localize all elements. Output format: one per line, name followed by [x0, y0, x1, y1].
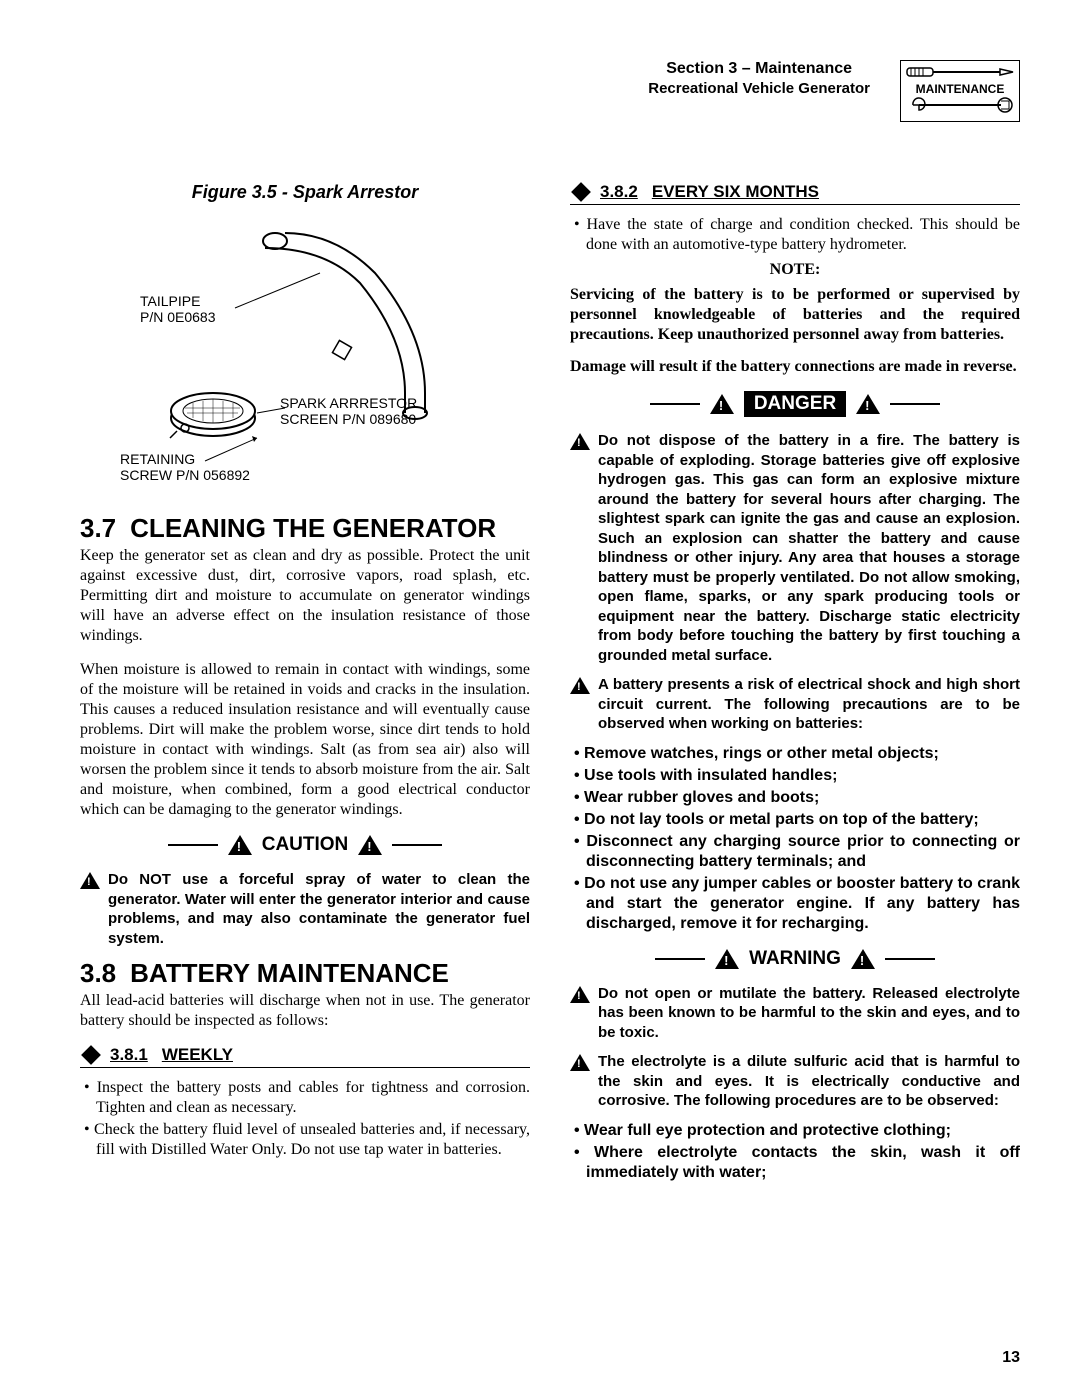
right-column: 3.8.2 EVERY SIX MONTHS Have the state of…	[570, 182, 1020, 1185]
warning-label: WARNING	[749, 948, 841, 970]
label-tailpipe: TAILPIPE P/N 0E0683	[140, 293, 216, 325]
label-retaining-screw: RETAINING SCREW P/N 056892	[120, 451, 250, 483]
warning-para-1: Do not open or mutilate the battery. Rel…	[570, 984, 1020, 1043]
warning-para-2: The electrolyte is a dilute sulfuric aci…	[570, 1052, 1020, 1111]
heading-3-7: 3.7 CLEANING THE GENERATOR	[80, 513, 530, 544]
heading-title: CLEANING THE GENERATOR	[130, 513, 496, 543]
label-spark-arrestor: SPARK ARRRESTOR SCREEN P/N 089680	[280, 395, 417, 427]
subsec-title: EVERY SIX MONTHS	[652, 182, 819, 202]
figure-caption: Figure 3.5 - Spark Arrestor	[80, 182, 530, 203]
alert-rule	[655, 958, 705, 960]
warning-triangle-icon	[80, 872, 100, 889]
subsec-title: WEEKLY	[162, 1045, 233, 1065]
subsec-num: 3.8.2	[600, 182, 638, 202]
list-item: Inspect the battery posts and cables for…	[80, 1078, 530, 1118]
danger-label: DANGER	[744, 391, 846, 417]
subheading-3-8-1: 3.8.1 WEEKLY	[80, 1045, 530, 1068]
warning-text-2: The electrolyte is a dilute sulfuric aci…	[598, 1052, 1020, 1111]
list-item: Do not use any jumper cables or booster …	[570, 874, 1020, 934]
list-item: Use tools with insulated handles;	[570, 766, 1020, 786]
header-titles: Section 3 – Maintenance Recreational Veh…	[648, 60, 870, 97]
warning-triangle-icon	[710, 394, 734, 414]
subsec-num: 3.8.1	[110, 1045, 148, 1065]
warning-triangle-icon	[358, 835, 382, 855]
list-item: Wear rubber gloves and boots;	[570, 788, 1020, 808]
maintenance-label: MAINTENANCE	[905, 82, 1015, 96]
list-item: Check the battery fluid level of unseale…	[80, 1120, 530, 1160]
danger-text-2: A battery presents a risk of electrical …	[598, 675, 1020, 734]
list-item: Remove watches, rings or other metal obj…	[570, 744, 1020, 764]
subheading-3-8-2: 3.8.2 EVERY SIX MONTHS	[570, 182, 1020, 205]
left-column: Figure 3.5 - Spark Arrestor	[80, 182, 530, 1185]
list-item: Wear full eye protection and protective …	[570, 1121, 1020, 1141]
warning-triangle-icon	[570, 986, 590, 1003]
list-item: Disconnect any charging source prior to …	[570, 832, 1020, 872]
screwdriver-icon	[905, 65, 1015, 79]
danger-bullet-list: Remove watches, rings or other metal obj…	[570, 744, 1020, 934]
note-para-2: Damage will result if the battery connec…	[570, 357, 1020, 377]
caution-label: CAUTION	[262, 834, 349, 856]
warning-triangle-icon	[570, 1054, 590, 1071]
content-columns: Figure 3.5 - Spark Arrestor	[80, 182, 1020, 1185]
section-label: Section 3 – Maintenance	[648, 60, 870, 78]
list-item: Have the state of charge and condition c…	[570, 215, 1020, 255]
warning-triangle-icon	[570, 677, 590, 694]
heading-num: 3.7	[80, 513, 116, 543]
para-3-8-intro: All lead-acid batteries will discharge w…	[80, 991, 530, 1031]
page-header: Section 3 – Maintenance Recreational Veh…	[80, 60, 1020, 122]
explosion-triangle-icon	[570, 433, 590, 450]
alert-rule	[885, 958, 935, 960]
danger-para-1: Do not dispose of the battery in a fire.…	[570, 431, 1020, 665]
caution-banner: CAUTION	[80, 834, 530, 856]
wrench-icon	[905, 96, 1015, 114]
alert-rule	[392, 844, 442, 846]
para-3-7-1: Keep the generator set as clean and dry …	[80, 546, 530, 646]
figure-spark-arrestor: TAILPIPE P/N 0E0683 SPARK ARRRESTOR SCRE…	[80, 213, 530, 493]
caution-text: Do NOT use a forceful spray of water to …	[80, 870, 530, 948]
heading-3-8: 3.8 BATTERY MAINTENANCE	[80, 958, 530, 989]
danger-banner: DANGER	[570, 391, 1020, 417]
section-subtitle: Recreational Vehicle Generator	[648, 80, 870, 97]
list-item: Do not lay tools or metal parts on top o…	[570, 810, 1020, 830]
list-item: Where electrolyte contacts the skin, was…	[570, 1143, 1020, 1183]
page-number: 13	[1002, 1349, 1020, 1367]
heading-title: BATTERY MAINTENANCE	[130, 958, 449, 988]
weekly-list: Inspect the battery posts and cables for…	[80, 1078, 530, 1160]
warning-triangle-icon	[856, 394, 880, 414]
warning-text-1: Do not open or mutilate the battery. Rel…	[598, 984, 1020, 1043]
caution-body: Do NOT use a forceful spray of water to …	[108, 870, 530, 948]
warning-bullet-list: Wear full eye protection and protective …	[570, 1121, 1020, 1183]
alert-rule	[890, 403, 940, 405]
warning-triangle-icon	[851, 949, 875, 969]
warning-triangle-icon	[228, 835, 252, 855]
danger-text-1: Do not dispose of the battery in a fire.…	[598, 431, 1020, 665]
warning-banner: WARNING	[570, 948, 1020, 970]
heading-num: 3.8	[80, 958, 116, 988]
warning-triangle-icon	[715, 949, 739, 969]
note-para-1: Servicing of the battery is to be perfor…	[570, 285, 1020, 345]
note-label: NOTE:	[570, 261, 1020, 279]
para-3-7-2: When moisture is allowed to remain in co…	[80, 660, 530, 820]
diamond-bullet-icon	[81, 1045, 101, 1065]
danger-para-2: A battery presents a risk of electrical …	[570, 675, 1020, 734]
six-months-list: Have the state of charge and condition c…	[570, 215, 1020, 255]
diamond-bullet-icon	[571, 182, 591, 202]
alert-rule	[168, 844, 218, 846]
maintenance-icon-box: MAINTENANCE	[900, 60, 1020, 122]
alert-rule	[650, 403, 700, 405]
